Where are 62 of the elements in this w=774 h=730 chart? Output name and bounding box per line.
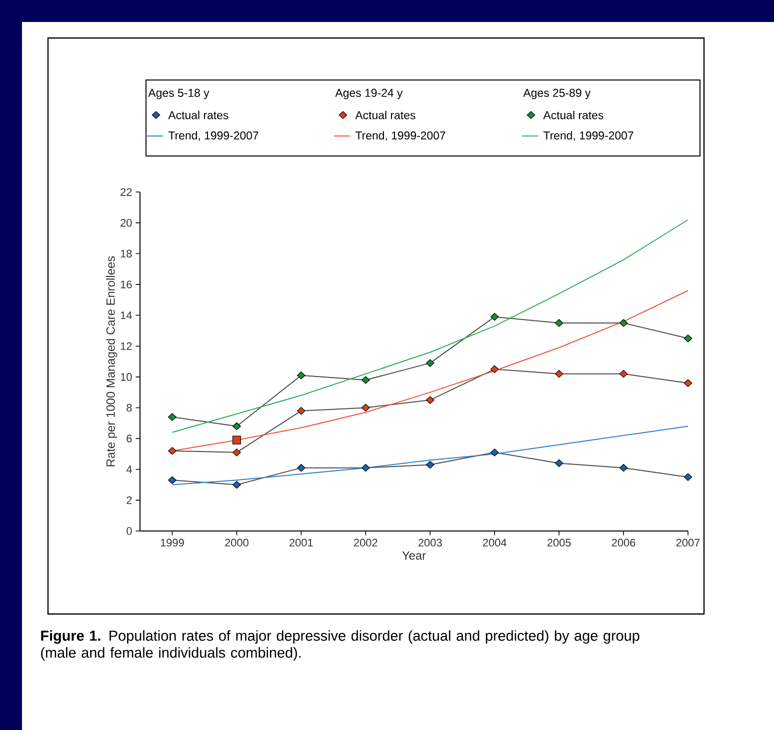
point (490, 312, 499, 321)
text: Figure 1. Population rates of major depressive disorder (actual and predicted) by age group (male and female individuals combined). (41, 630, 640, 661)
point (168, 446, 176, 455)
text: Ages 25-89 y (523, 88, 591, 100)
point (168, 413, 176, 421)
point (554, 319, 564, 327)
text: Ages 5-18 y (148, 88, 210, 100)
y-tick-label: 4 (126, 466, 132, 474)
y-tick-label: 8 (126, 404, 132, 412)
x-tick-label: 2007 (676, 538, 700, 547)
x-axis-title: Year (402, 551, 426, 560)
y-tick-label: 18 (120, 250, 132, 258)
point (554, 370, 564, 378)
point (296, 406, 306, 415)
point (426, 359, 434, 367)
point (232, 480, 241, 489)
point (426, 460, 434, 469)
x-tick-label: 2003 (418, 538, 442, 547)
y-tick-label: 20 (120, 218, 132, 227)
legend-label: Trend, 1999-2007 (543, 131, 634, 141)
point (619, 464, 628, 472)
point (232, 436, 241, 444)
point (232, 422, 241, 430)
x-tick-label: 2001 (290, 538, 313, 547)
x-tick-label: 2006 (612, 538, 636, 547)
point (168, 476, 176, 484)
point (619, 319, 628, 327)
y-tick-label: 0 (126, 527, 132, 535)
y-tick-label: 22 (120, 188, 132, 196)
x-tick-label: 1999 (160, 538, 184, 547)
x-tick-label: 2000 (225, 538, 248, 547)
y-tick-label: 2 (126, 496, 132, 504)
y-axis-title: Rate per 1000 Managed Care Enrollees (106, 256, 118, 466)
legend-label: Trend, 1999-2007 (168, 131, 258, 141)
legend-label: Trend, 1999-2007 (355, 131, 446, 141)
y-tick-label: 10 (120, 373, 132, 381)
point (361, 464, 370, 472)
point (361, 404, 370, 412)
point (296, 371, 306, 380)
point (232, 448, 241, 456)
point (490, 365, 499, 374)
point (619, 370, 628, 378)
point (684, 473, 692, 481)
legend-label: Actual rates (543, 110, 604, 120)
x-tick-label: 2005 (547, 538, 571, 547)
x-tick-label: 2004 (482, 538, 506, 547)
point (684, 334, 692, 342)
legend-label: Actual rates (168, 110, 228, 120)
y-tick-label: 12 (120, 342, 132, 350)
point (426, 396, 434, 404)
y-tick-label: 6 (126, 434, 132, 442)
legend-label: Actual rates (355, 110, 416, 120)
text: Ages 19-24 y (335, 88, 403, 100)
y-tick-label: 16 (120, 280, 132, 288)
point (684, 379, 692, 387)
x-tick-label: 2002 (354, 538, 378, 547)
point (361, 376, 370, 384)
point (490, 448, 499, 456)
line-series (172, 219, 688, 433)
point (554, 459, 564, 468)
point (296, 464, 306, 472)
y-tick-label: 14 (120, 312, 132, 320)
